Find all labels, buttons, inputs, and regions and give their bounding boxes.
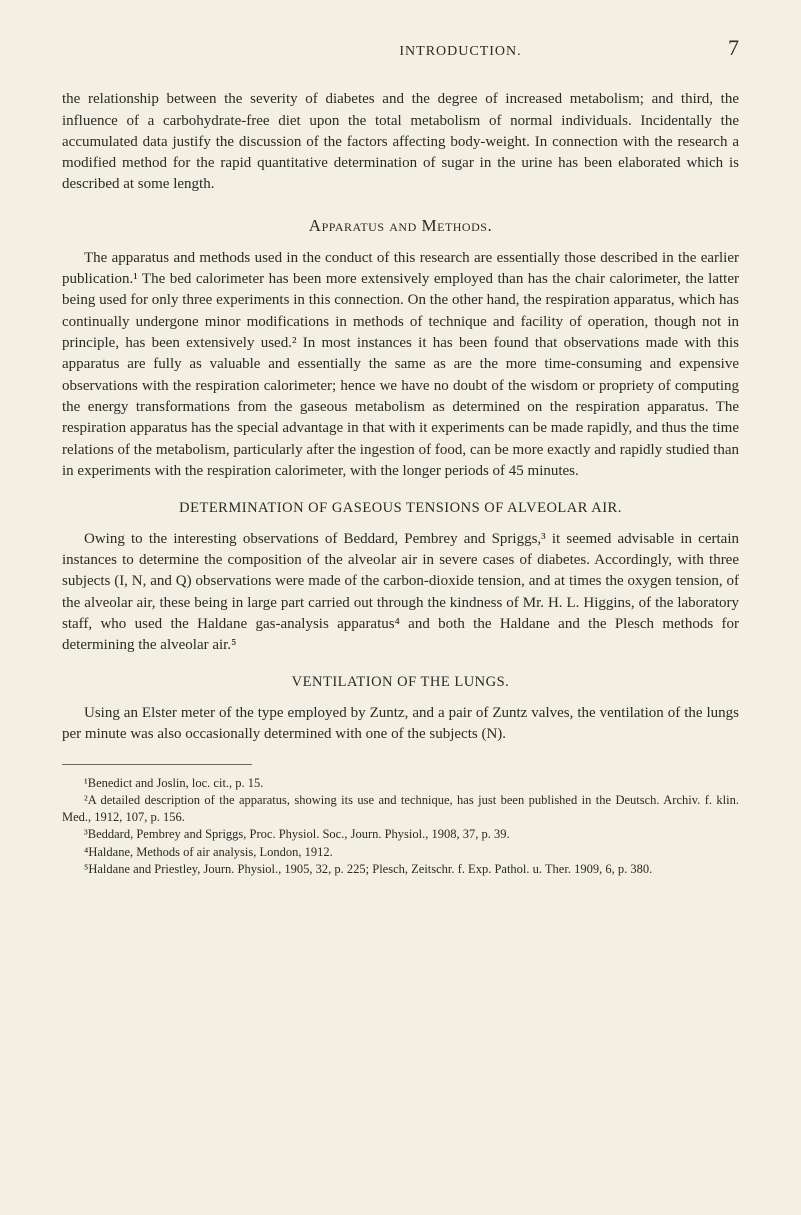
footnote-rule — [62, 764, 252, 771]
running-title: INTRODUCTION. — [399, 42, 521, 62]
heading-gaseous-tensions: DETERMINATION OF GASEOUS TENSIONS OF ALV… — [62, 498, 739, 519]
paragraph-4: Using an Elster meter of the type employ… — [62, 703, 739, 746]
heading-ventilation: VENTILATION OF THE LUNGS. — [62, 672, 739, 693]
running-head: INTRODUCTION. 7 — [62, 32, 739, 63]
footnote-2: ²A detailed description of the apparatus… — [62, 792, 739, 825]
footnote-4: ⁴Haldane, Methods of air analysis, Londo… — [62, 844, 739, 861]
footnote-3: ³Beddard, Pembrey and Spriggs, Proc. Phy… — [62, 826, 739, 843]
footnotes-block: ¹Benedict and Joslin, loc. cit., p. 15. … — [62, 775, 739, 878]
heading-apparatus-methods: Apparatus and Methods. — [62, 214, 739, 238]
footnote-5: ⁵Haldane and Priestley, Journ. Physiol.,… — [62, 861, 739, 878]
paragraph-1: the relationship between the severity of… — [62, 89, 739, 195]
footnote-1: ¹Benedict and Joslin, loc. cit., p. 15. — [62, 775, 739, 792]
page-number: 7 — [522, 32, 739, 63]
paragraph-2: The apparatus and methods used in the co… — [62, 248, 739, 482]
paragraph-3: Owing to the interesting observations of… — [62, 529, 739, 657]
